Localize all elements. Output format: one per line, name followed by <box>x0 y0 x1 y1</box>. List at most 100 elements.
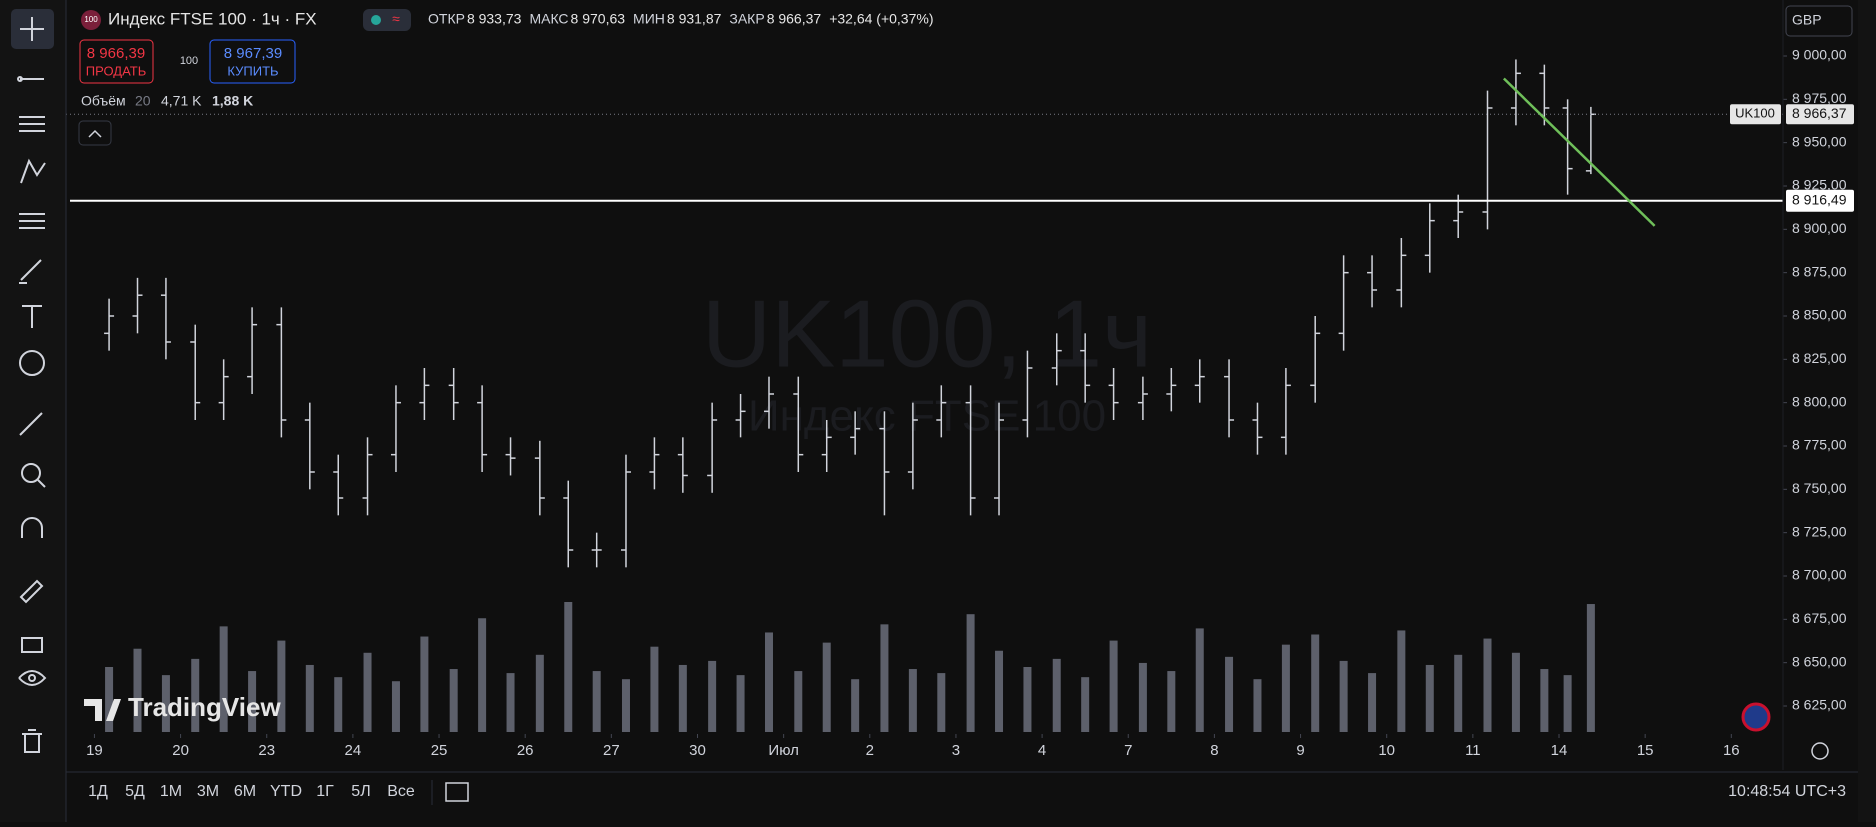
trend-line[interactable] <box>1502 77 1656 227</box>
timeframe-button[interactable]: 1Г <box>316 783 334 800</box>
sell-label: ПРОДАТЬ <box>86 63 147 78</box>
stat-label: МАКС <box>529 11 568 27</box>
y-tick-label: 8 675,00 <box>1792 610 1847 626</box>
timeframes: 1Д 5Д 1М 3М 6М YTD 1Г 5Л Все <box>88 783 415 800</box>
y-tick-label: 8 975,00 <box>1792 90 1847 106</box>
x-tick-label: 7 <box>1124 742 1132 759</box>
x-tick-label: 10 <box>1378 742 1395 759</box>
x-tick-label: 15 <box>1637 742 1654 759</box>
volume-bar <box>621 679 630 732</box>
x-tick-label: 19 <box>86 742 103 759</box>
y-tick-label: 8 750,00 <box>1792 480 1847 496</box>
y-tick-label: 8 625,00 <box>1792 697 1847 713</box>
volume-bar <box>822 642 831 732</box>
stat-value: 8 931,87 <box>667 11 722 27</box>
change: +32,64 (+0,37%) <box>829 11 933 27</box>
buy-price: 8 967,39 <box>224 45 282 62</box>
sell-button[interactable] <box>79 39 154 84</box>
x-tick-label: 11 <box>1465 742 1481 759</box>
y-tick-label: 8 800,00 <box>1792 393 1847 409</box>
volume-bar <box>1138 662 1147 732</box>
y-tick-label: 8 875,00 <box>1792 263 1847 279</box>
volume-bar <box>1454 654 1463 732</box>
x-tick-label: 9 <box>1296 742 1304 759</box>
stat-label: ЗАКР <box>729 11 764 27</box>
volume-bar <box>248 671 257 732</box>
timeframe-button[interactable]: 5Д <box>125 783 145 800</box>
symbol-tag <box>1730 104 1781 125</box>
toolbar-icons <box>17 17 47 753</box>
y-tick-label: 8 825,00 <box>1792 350 1847 366</box>
date-range-icon[interactable] <box>445 782 469 802</box>
x-tick-label: Июл <box>768 742 798 759</box>
x-tick-label: 3 <box>952 742 960 759</box>
symbol-badge <box>81 10 101 30</box>
symbol[interactable]: Индекс FTSE 100 · 1ч · FX <box>108 9 317 28</box>
x-tick-label: 8 <box>1210 742 1218 759</box>
symbol-tag-text: UK100 <box>1735 106 1775 121</box>
volume-bar <box>1081 677 1090 732</box>
x-tick-label: 4 <box>1038 742 1046 759</box>
volume-bar <box>391 681 400 732</box>
volume-bar <box>1109 640 1118 732</box>
volume-bar <box>1511 652 1520 732</box>
sell-price: 8 966,39 <box>87 45 145 62</box>
volume-bar <box>305 664 314 732</box>
collapse-icon <box>88 129 102 138</box>
volume-bar <box>851 679 860 732</box>
status-dot <box>371 15 381 25</box>
volume-bar <box>650 646 659 732</box>
volume-bar <box>449 669 458 732</box>
volume-bar <box>535 654 544 732</box>
x-tick-label: 23 <box>258 742 275 759</box>
volume-bar <box>363 652 372 732</box>
x-tick-label: 2 <box>866 742 874 759</box>
timeframe-button[interactable]: YTD <box>270 783 302 800</box>
volume-bar <box>1483 638 1492 732</box>
status-pill[interactable] <box>363 9 411 31</box>
buy-button[interactable] <box>209 39 296 84</box>
x-tick-label: 24 <box>345 742 362 759</box>
timeframe-button[interactable]: 1Д <box>88 783 108 800</box>
volume-bar <box>478 618 487 732</box>
volume-name: Объём <box>81 93 126 109</box>
volume-bar <box>1586 604 1595 732</box>
timeframe-button[interactable]: 1М <box>160 783 182 800</box>
x-tick-label: 25 <box>431 742 448 759</box>
volume-bar <box>966 614 975 732</box>
volume-bar <box>420 636 429 732</box>
volume-bar <box>1195 628 1204 732</box>
currency: GBP <box>1792 12 1822 28</box>
x-tick-label: 16 <box>1723 742 1740 759</box>
currency-button[interactable] <box>1785 5 1853 37</box>
volume-value: 1,88 K <box>212 93 253 109</box>
timeframe-button[interactable]: 6М <box>234 783 256 800</box>
x-tick-label: 26 <box>517 742 534 759</box>
stat-value: 8 970,63 <box>571 11 626 27</box>
volume-bar <box>1311 634 1320 732</box>
volume-bar <box>592 671 601 732</box>
y-tick-label: 8 700,00 <box>1792 567 1847 583</box>
volume-value: 4,71 K <box>161 93 202 109</box>
stat-value: 8 966,37 <box>767 11 822 27</box>
buy-label: КУПИТЬ <box>227 63 278 78</box>
timeframe-button[interactable]: 3М <box>197 783 219 800</box>
y-tick-label: 8 725,00 <box>1792 523 1847 539</box>
collapse-button[interactable] <box>78 120 112 146</box>
region-flag[interactable] <box>1741 702 1771 732</box>
timeframe-button[interactable]: Все <box>387 783 415 800</box>
y-tick-label: 8 650,00 <box>1792 653 1847 669</box>
clock: 10:48:54 UTC+3 <box>1728 783 1846 800</box>
y-tick-label: 8 900,00 <box>1792 220 1847 236</box>
volume-bar <box>1052 658 1061 732</box>
volume-bar <box>1023 667 1032 732</box>
volume-bar <box>1540 669 1549 732</box>
volume-bar <box>708 660 717 732</box>
volume-bar <box>1339 660 1348 732</box>
badge-text: 100 <box>84 15 98 24</box>
x-tick-label: 27 <box>603 742 620 759</box>
settings-icon[interactable] <box>1811 742 1829 760</box>
y-tick-label: 9 000,00 <box>1792 47 1847 63</box>
timeframe-button[interactable]: 5Л <box>351 783 370 800</box>
